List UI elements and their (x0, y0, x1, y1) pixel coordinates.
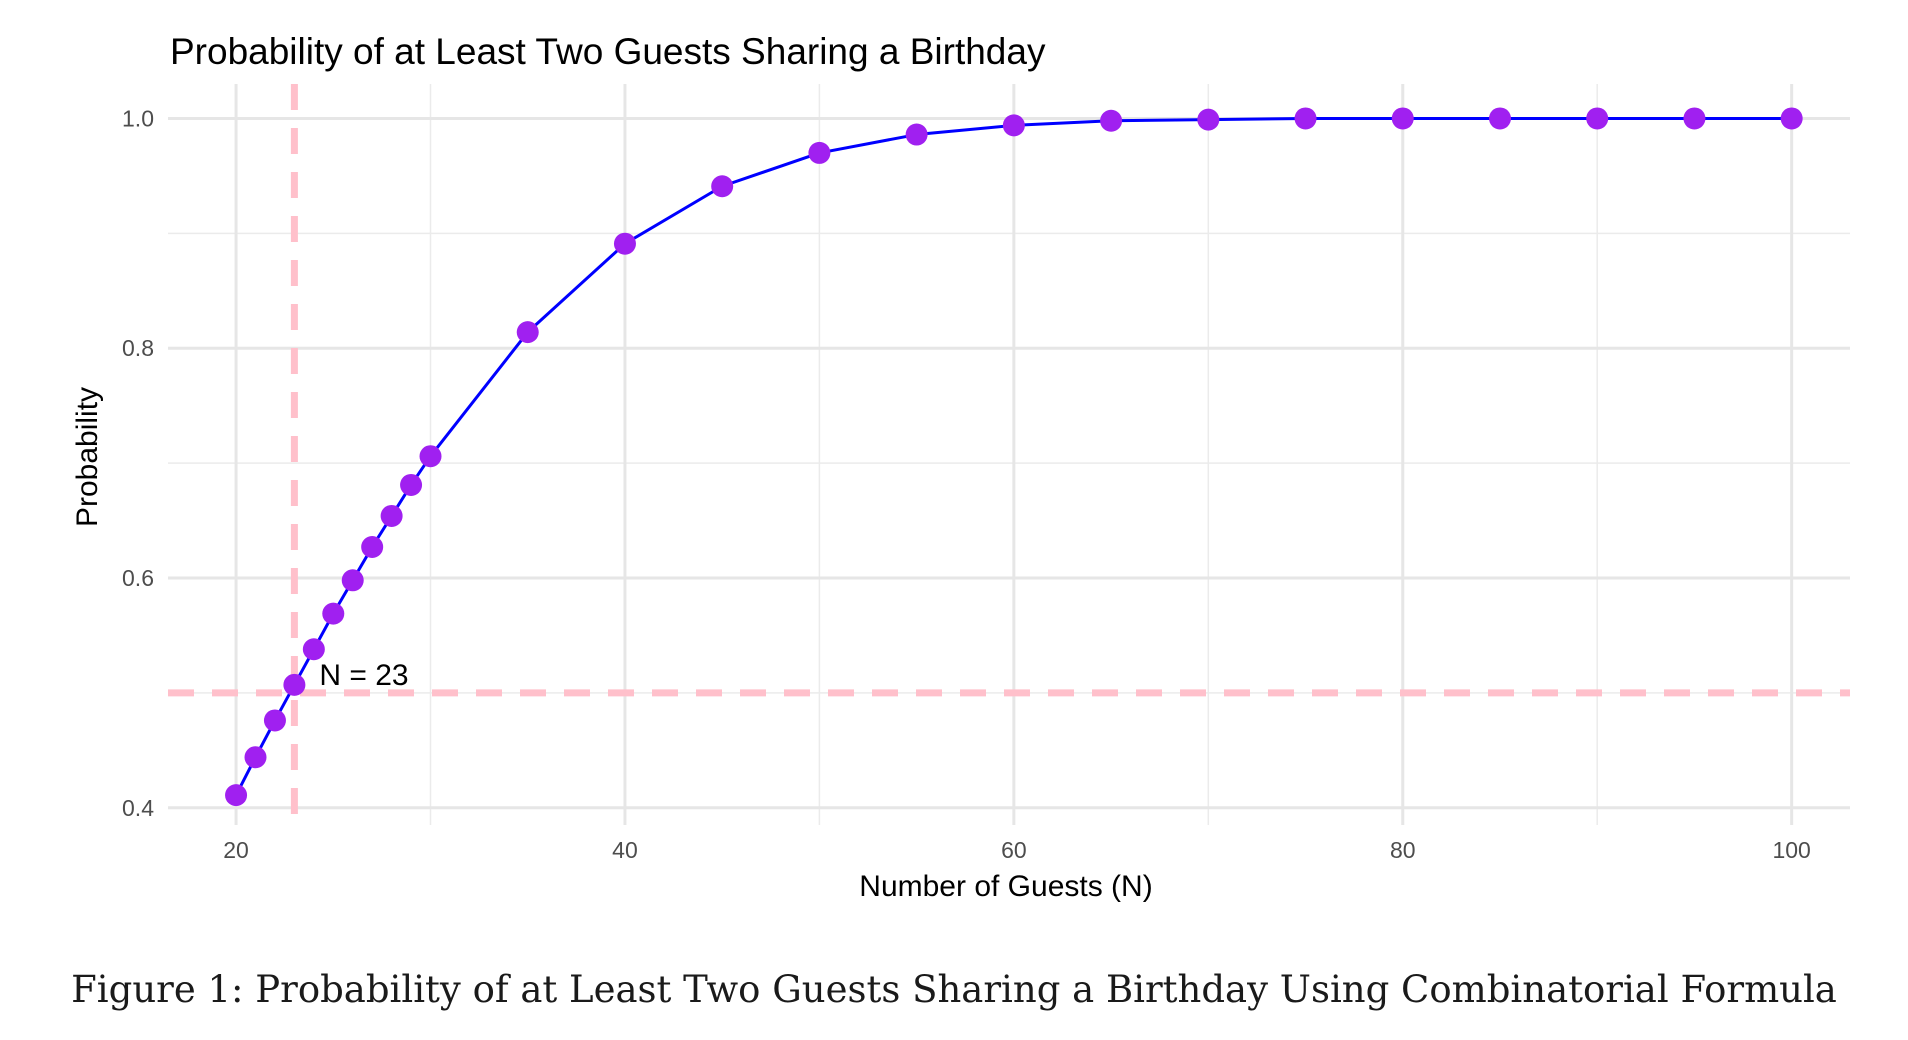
data-point (1780, 107, 1803, 130)
series (225, 107, 1803, 807)
y-tick-label: 0.8 (122, 335, 154, 361)
chart-title: Probability of at Least Two Guests Shari… (170, 31, 1046, 72)
x-tick-label: 40 (612, 837, 638, 863)
x-tick-label: 60 (1001, 837, 1027, 863)
tick-labels: 20 40 60 80 100 0.4 0.6 0.8 1.0 (122, 105, 1811, 863)
y-tick-label: 1.0 (122, 105, 154, 131)
caption-label: Figure 1: (71, 968, 244, 1011)
data-point (341, 569, 364, 592)
data-point (1391, 107, 1414, 130)
data-point (1294, 107, 1317, 130)
data-point (516, 321, 539, 344)
data-point (225, 784, 248, 807)
caption-text: Probability of at Least Two Guests Shari… (255, 968, 1837, 1011)
annotation-label: N = 23 (319, 659, 408, 692)
data-point (1100, 109, 1123, 132)
grid-lines (168, 84, 1850, 825)
x-tick-label: 80 (1390, 837, 1416, 863)
data-point (244, 746, 267, 769)
data-point (1683, 107, 1706, 130)
y-tick-label: 0.6 (122, 565, 154, 591)
data-point (1586, 107, 1609, 130)
figure-caption: Figure 1: Probability of at Least Two Gu… (0, 968, 1908, 1011)
y-axis-title: Probability (71, 387, 104, 527)
data-point (263, 709, 286, 732)
data-point (400, 473, 423, 496)
y-tick-label: 0.4 (122, 795, 154, 821)
data-point (1488, 107, 1511, 130)
data-point (1002, 114, 1025, 137)
reference-lines (168, 84, 1850, 825)
data-point (905, 123, 928, 146)
x-axis-title: Number of Guests (N) (859, 870, 1152, 903)
data-point (283, 673, 306, 696)
x-tick-label: 20 (223, 837, 249, 863)
data-point (613, 232, 636, 255)
data-point (361, 535, 384, 558)
data-point (419, 445, 442, 468)
data-point (808, 141, 831, 164)
data-point (380, 504, 403, 527)
data-point (711, 175, 734, 198)
x-tick-label: 100 (1772, 837, 1810, 863)
data-point (302, 638, 325, 661)
data-point (322, 602, 345, 625)
data-point (1197, 108, 1220, 131)
